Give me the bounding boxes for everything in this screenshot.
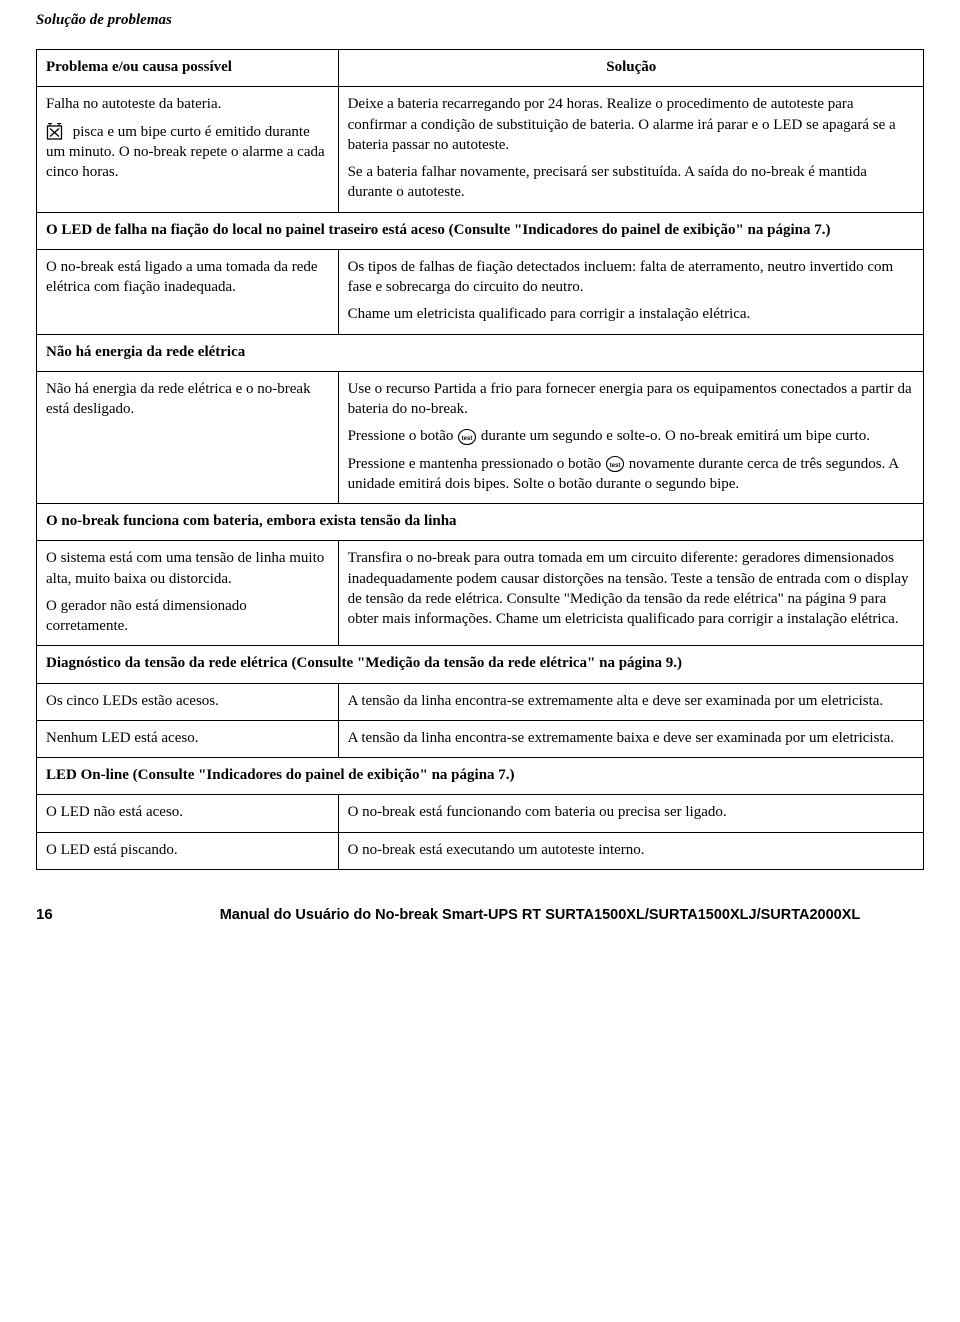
- solution-text-b: durante um segundo e solte-o. O no-break…: [481, 428, 870, 444]
- subheader-cell: O LED de falha na fiação do local no pai…: [37, 212, 924, 249]
- solution-text: Pressione o botão test durante um segund…: [348, 426, 915, 446]
- header-solution: Solução: [338, 50, 923, 87]
- problem-cell: Os cinco LEDs estão acesos.: [37, 683, 339, 720]
- table-subheader-row: LED On-line (Consulte "Indicadores do pa…: [37, 758, 924, 795]
- table-row: Nenhum LED está aceso. A tensão da linha…: [37, 720, 924, 757]
- solution-cell: A tensão da linha encontra-se extremamen…: [338, 720, 923, 757]
- x-box-icon: [46, 123, 66, 141]
- solution-cell: Deixe a bateria recarregando por 24 hora…: [338, 87, 923, 212]
- power-button-icon: test: [605, 455, 625, 473]
- table-row: O sistema está com uma tensão de linha m…: [37, 541, 924, 646]
- subheader-cell: Não há energia da rede elétrica: [37, 334, 924, 371]
- table-row: Não há energia da rede elétrica e o no-b…: [37, 371, 924, 503]
- solution-cell: Os tipos de falhas de fiação detectados …: [338, 249, 923, 334]
- subheader-cell: O no-break funciona com bateria, embora …: [37, 504, 924, 541]
- subheader-cell: Diagnóstico da tensão da rede elétrica (…: [37, 646, 924, 683]
- table-row: Falha no autoteste da bateria.: [37, 87, 924, 212]
- solution-text: Pressione e mantenha pressionado o botão…: [348, 454, 915, 495]
- solution-cell: Transfira o no-break para outra tomada e…: [338, 541, 923, 646]
- solution-text: Deixe a bateria recarregando por 24 hora…: [348, 94, 915, 155]
- solution-cell: A tensão da linha encontra-se extremamen…: [338, 683, 923, 720]
- solution-cell: O no-break está executando um autoteste …: [338, 832, 923, 869]
- solution-text-a: Pressione o botão: [348, 428, 458, 444]
- table-subheader-row: O no-break funciona com bateria, embora …: [37, 504, 924, 541]
- table-row: Os cinco LEDs estão acesos. A tensão da …: [37, 683, 924, 720]
- troubleshooting-table: Problema e/ou causa possível Solução Fal…: [36, 49, 924, 870]
- svg-text:test: test: [462, 436, 473, 442]
- table-row: O LED não está aceso. O no-break está fu…: [37, 795, 924, 832]
- solution-text: Chame um eletricista qualificado para co…: [348, 304, 915, 324]
- table-subheader-row: O LED de falha na fiação do local no pai…: [37, 212, 924, 249]
- power-button-icon: test: [457, 428, 477, 446]
- solution-text: Se a bateria falhar novamente, precisará…: [348, 162, 915, 203]
- problem-text-body: pisca e um bipe curto é emitido durante …: [46, 124, 325, 181]
- svg-text:test: test: [610, 463, 621, 469]
- problem-text: O gerador não está dimensionado corretam…: [46, 596, 330, 637]
- table-header-row: Problema e/ou causa possível Solução: [37, 50, 924, 87]
- solution-text: Use o recurso Partida a frio para fornec…: [348, 379, 915, 420]
- problem-text: pisca e um bipe curto é emitido durante …: [46, 122, 330, 183]
- problem-cell: Nenhum LED está aceso.: [37, 720, 339, 757]
- table-subheader-row: Não há energia da rede elétrica: [37, 334, 924, 371]
- solution-text: Os tipos de falhas de fiação detectados …: [348, 257, 915, 298]
- problem-cell: O LED está piscando.: [37, 832, 339, 869]
- document-page: Solução de problemas Problema e/ou causa…: [0, 0, 960, 943]
- section-header: Solução de problemas: [36, 12, 924, 29]
- solution-cell: O no-break está funcionando com bateria …: [338, 795, 923, 832]
- problem-text: O sistema está com uma tensão de linha m…: [46, 548, 330, 589]
- problem-cell: Não há energia da rede elétrica e o no-b…: [37, 371, 339, 503]
- problem-text: Falha no autoteste da bateria.: [46, 94, 330, 114]
- table-subheader-row: Diagnóstico da tensão da rede elétrica (…: [37, 646, 924, 683]
- solution-cell: Use o recurso Partida a frio para fornec…: [338, 371, 923, 503]
- problem-cell: O LED não está aceso.: [37, 795, 339, 832]
- header-problem: Problema e/ou causa possível: [37, 50, 339, 87]
- subheader-cell: LED On-line (Consulte "Indicadores do pa…: [37, 758, 924, 795]
- solution-text-a: Pressione e mantenha pressionado o botão: [348, 456, 605, 472]
- problem-cell: O no-break está ligado a uma tomada da r…: [37, 249, 339, 334]
- footer-page-number: 16: [36, 906, 156, 923]
- table-row: O no-break está ligado a uma tomada da r…: [37, 249, 924, 334]
- footer-manual-title: Manual do Usuário do No-break Smart-UPS …: [156, 907, 924, 923]
- problem-cell: O sistema está com uma tensão de linha m…: [37, 541, 339, 646]
- table-row: O LED está piscando. O no-break está exe…: [37, 832, 924, 869]
- page-footer: 16 Manual do Usuário do No-break Smart-U…: [36, 906, 924, 923]
- problem-cell: Falha no autoteste da bateria.: [37, 87, 339, 212]
